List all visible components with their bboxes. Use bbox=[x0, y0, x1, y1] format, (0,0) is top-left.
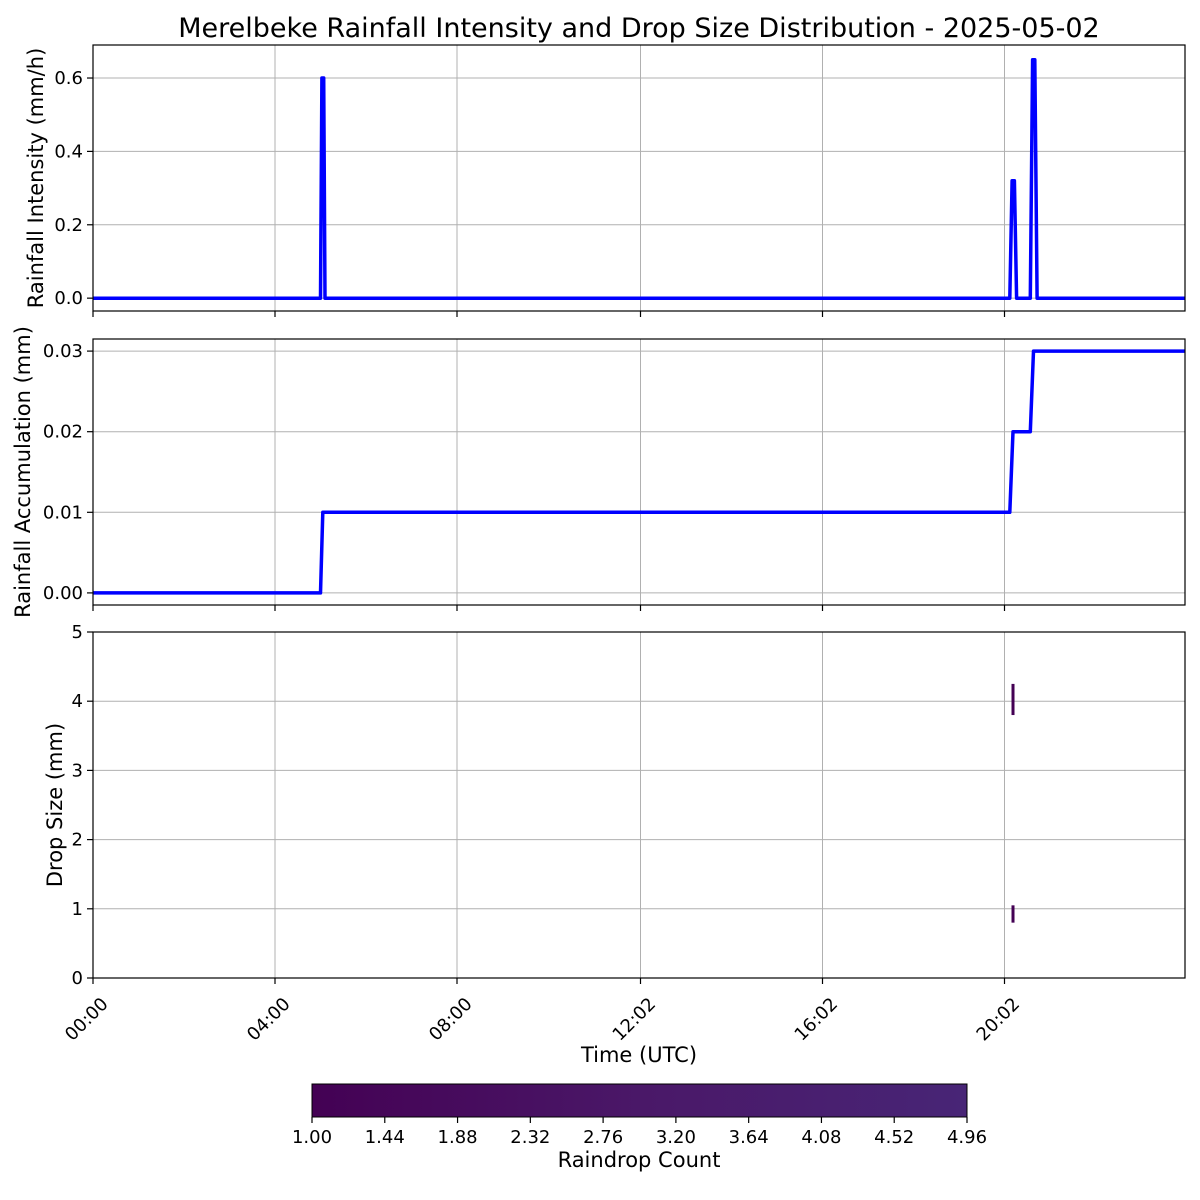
drop-size-panel: 0 1 2 3 4 5 00:00 04:00 08:00 12:02 16:02 20:02 Dr… bbox=[43, 622, 1186, 1067]
drop-size-grid bbox=[92, 631, 1185, 979]
drop-size-cell bbox=[1011, 683, 1015, 716]
drop-size-x-ticks: 00:00 04:00 08:00 12:02 16:02 20:02 bbox=[61, 978, 1024, 1045]
x-tick-label: 04:00 bbox=[243, 994, 295, 1046]
colorbar-tick-label: 4.52 bbox=[874, 1127, 914, 1148]
drop-size-cell bbox=[1011, 905, 1015, 923]
accumulation-y-axis-label: Rainfall Accumulation (mm) bbox=[11, 326, 35, 618]
x-tick-label: 08:00 bbox=[425, 994, 477, 1046]
accumulation-y-tick-label: 0.02 bbox=[43, 422, 83, 443]
accumulation-y-tick-label: 0.00 bbox=[43, 583, 83, 604]
colorbar-tick-label: 1.00 bbox=[292, 1127, 332, 1148]
colorbar-tick-label: 2.32 bbox=[510, 1127, 550, 1148]
drop-size-y-tick-label: 0 bbox=[72, 968, 83, 989]
colorbar-gradient-bar bbox=[311, 1083, 968, 1118]
intensity-panel: 0.0 0.2 0.4 0.6 Rainfall Intensity (mm/h) bbox=[24, 44, 1186, 317]
accumulation-grid bbox=[92, 339, 1185, 605]
colorbar-tick-label: 2.76 bbox=[583, 1127, 623, 1148]
drop-size-y-tick-label: 3 bbox=[72, 760, 83, 781]
x-tick-label: 16:02 bbox=[791, 994, 843, 1046]
accumulation-y-tick-label: 0.03 bbox=[43, 341, 83, 362]
colorbar-tick-label: 1.88 bbox=[438, 1127, 478, 1148]
drop-size-y-axis-label: Drop Size (mm) bbox=[43, 723, 67, 887]
intensity-y-tick-label: 0.2 bbox=[54, 215, 83, 236]
colorbar-label: Raindrop Count bbox=[558, 1148, 721, 1172]
accumulation-series bbox=[93, 349, 1185, 595]
intensity-grid bbox=[92, 45, 1185, 311]
intensity-y-tick-label: 0.4 bbox=[54, 141, 83, 162]
drop-size-y-tick-label: 2 bbox=[72, 830, 83, 851]
colorbar-tick-label: 3.20 bbox=[656, 1127, 696, 1148]
drop-size-axes-frame bbox=[92, 631, 1186, 979]
drop-size-y-ticks: 0 1 2 3 4 5 bbox=[72, 622, 93, 989]
colorbar: 1.00 1.44 1.88 2.32 2.76 3.20 3.64 4.08 4.52 4.96… bbox=[292, 1083, 987, 1172]
colorbar-ticks: 1.00 1.44 1.88 2.32 2.76 3.20 3.64 4.08 4.52 4.96 bbox=[292, 1117, 987, 1148]
intensity-y-ticks: 0.0 0.2 0.4 0.6 bbox=[54, 68, 93, 309]
intensity-series bbox=[93, 57, 1185, 300]
chart-title: Merelbeke Rainfall Intensity and Drop Si… bbox=[178, 13, 1099, 44]
intensity-axes-frame bbox=[92, 44, 1186, 312]
accumulation-axes-frame bbox=[92, 338, 1186, 606]
accumulation-y-ticks: 0.00 0.01 0.02 0.03 bbox=[43, 341, 93, 604]
intensity-y-axis-label: Rainfall Intensity (mm/h) bbox=[24, 48, 48, 309]
colorbar-tick-label: 1.44 bbox=[365, 1127, 405, 1148]
drop-size-y-tick-label: 1 bbox=[72, 899, 83, 920]
colorbar-tick-label: 4.96 bbox=[947, 1127, 987, 1148]
accumulation-y-tick-label: 0.01 bbox=[43, 502, 83, 523]
x-axis-label: Time (UTC) bbox=[580, 1043, 697, 1067]
drop-size-cells bbox=[1011, 683, 1015, 923]
x-tick-label: 12:02 bbox=[609, 994, 661, 1046]
colorbar-tick-label: 3.64 bbox=[729, 1127, 769, 1148]
accumulation-series-line bbox=[93, 349, 1185, 595]
drop-size-y-tick-label: 4 bbox=[72, 691, 83, 712]
x-tick-label: 20:02 bbox=[973, 994, 1025, 1046]
x-tick-label: 00:00 bbox=[61, 994, 113, 1046]
intensity-y-tick-label: 0.6 bbox=[54, 68, 83, 89]
intensity-y-tick-label: 0.0 bbox=[54, 288, 83, 309]
accumulation-x-ticks bbox=[92, 605, 1006, 611]
drop-size-y-tick-label: 5 bbox=[72, 622, 83, 643]
intensity-series-line bbox=[93, 57, 1185, 300]
colorbar-tick-label: 4.08 bbox=[801, 1127, 841, 1148]
intensity-x-ticks bbox=[92, 311, 1006, 317]
accumulation-panel: 0.00 0.01 0.02 0.03 Rainfall Accumulation (… bbox=[11, 326, 1186, 618]
